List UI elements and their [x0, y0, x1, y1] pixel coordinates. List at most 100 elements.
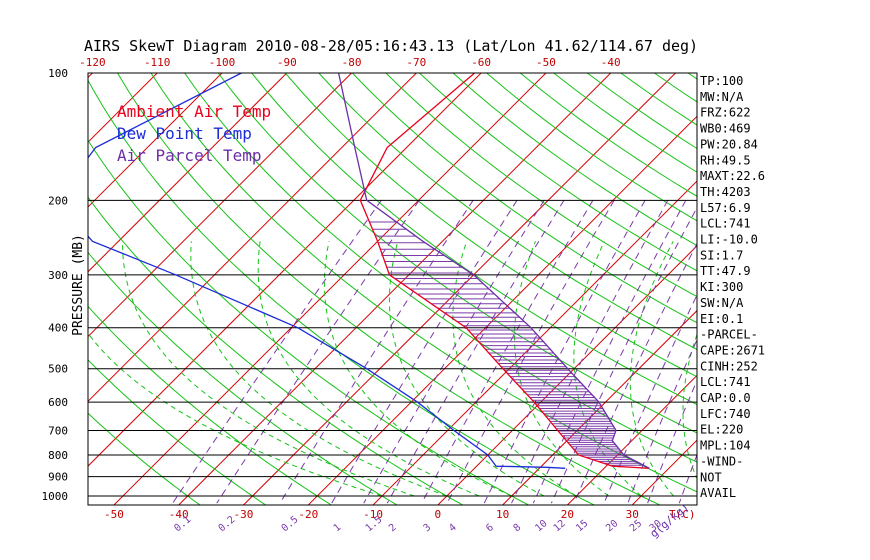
- top-temp-tick-label: -100: [209, 56, 236, 69]
- bottom-temp-tick-label: 20: [561, 508, 574, 521]
- mixing-ratio-label: 2: [387, 522, 399, 534]
- stat-line: EL:220: [700, 423, 743, 437]
- series-line: [337, 73, 650, 469]
- dry-adiabat-line: [654, 73, 697, 103]
- moist-adiabat-line: [682, 332, 697, 480]
- stat-line: CINH:252: [700, 359, 758, 373]
- dry-adiabat-line: [352, 73, 697, 324]
- dry-adiabat-line: [150, 73, 697, 493]
- legend-entry: Air Parcel Temp: [117, 146, 262, 165]
- isotherm-line: [88, 73, 482, 467]
- mixing-ratio-label: 1: [332, 522, 344, 534]
- mixing-ratio-line: [216, 200, 420, 504]
- moist-adiabat-line: [88, 332, 383, 497]
- stat-line: MW:N/A: [700, 90, 744, 104]
- mixing-ratio-line: [172, 200, 382, 504]
- dry-adiabat-line: [318, 73, 697, 351]
- moist-adiabat-line: [257, 241, 480, 497]
- moist-adiabat-line: [573, 241, 642, 497]
- chart-title: AIRS SkewT Diagram 2010-08-28/05:16:43.1…: [84, 37, 698, 55]
- pressure-tick-label: 1000: [42, 490, 69, 503]
- stat-line: -WIND-: [700, 454, 743, 468]
- dry-adiabat-line: [755, 73, 870, 505]
- pressure-tick-label: 900: [48, 471, 68, 484]
- mixing-ratio-line: [363, 200, 545, 504]
- dry-adiabat-line: [284, 73, 697, 378]
- stat-line: NOT: [700, 470, 722, 484]
- cape-hatch-area: [369, 221, 644, 466]
- stat-line: KI:300: [700, 280, 743, 294]
- bottom-temp-tick-label: -50: [104, 508, 124, 521]
- legend: Ambient Air Temp Dew Point Temp Air Parcel…: [117, 102, 271, 165]
- moist-adiabat-line: [452, 241, 577, 497]
- mixing-ratio-line: [511, 200, 669, 504]
- dry-adiabat-line: [385, 73, 697, 298]
- dry-adiabat-line: [88, 412, 201, 505]
- isotherm-line: [88, 73, 417, 403]
- stat-line: AVAIL: [700, 486, 736, 500]
- dry-adiabat-line: [88, 305, 332, 505]
- stat-line: EI:0.1: [700, 312, 743, 326]
- pressure-tick-label: 600: [48, 396, 68, 409]
- dry-adiabat-line: [88, 196, 463, 505]
- stat-line: CAP:0.0: [700, 391, 751, 405]
- dry-adiabat-line: [88, 251, 398, 505]
- top-temp-tick-label: -60: [471, 56, 491, 69]
- dry-adiabat-line: [88, 79, 595, 505]
- bottom-temp-tick-label: 10: [496, 508, 509, 521]
- mixing-ratio-label: 6: [484, 522, 496, 534]
- stat-line: WB0:469: [700, 122, 751, 136]
- y-axis-label: PRESSURE (MB): [71, 234, 86, 336]
- stat-line: LI:-10.0: [700, 233, 758, 247]
- stat-line: TH:4203: [700, 185, 751, 199]
- stat-line: SI:1.7: [700, 248, 743, 262]
- bottom-temp-tick-label: 0: [435, 508, 442, 521]
- dry-adiabat-line: [856, 73, 870, 505]
- series-layer: [88, 73, 650, 469]
- moist-adiabat-line: [513, 241, 610, 497]
- pressure-tick-label: 200: [48, 194, 68, 207]
- top-temp-tick-label: -80: [342, 56, 362, 69]
- moist-adiabat-line: [629, 241, 674, 497]
- moist-adiabat-line: [388, 241, 545, 497]
- temp-unit-label: T(C): [669, 508, 696, 521]
- pressure-tick-label: 400: [48, 322, 68, 335]
- stat-line: TP:100: [700, 74, 743, 88]
- isotherm-line: [88, 73, 352, 338]
- isotherm-line: [88, 73, 223, 208]
- stat-line: LCL:741: [700, 217, 751, 231]
- bottom-temp-tick-label: -10: [363, 508, 383, 521]
- mixing-ratio-label: 8: [512, 522, 524, 534]
- plot-frame: [87, 72, 698, 506]
- moist-adiabat-line: [122, 241, 415, 497]
- dry-adiabat-line: [789, 73, 870, 505]
- dry-adiabat-line: [217, 73, 697, 434]
- stat-line: -PARCEL-: [700, 328, 758, 342]
- bottom-temp-tick-label: 30: [626, 508, 639, 521]
- stat-line: LCL:741: [700, 375, 751, 389]
- dry-adiabat-line: [486, 73, 697, 222]
- bottom-temp-tick-label: -40: [169, 508, 189, 521]
- stat-line: RH:49.5: [700, 153, 751, 167]
- pressure-tick-label: 100: [48, 67, 68, 80]
- pressure-tick-label: 500: [48, 363, 68, 376]
- isotherm-line: [178, 73, 612, 505]
- mixing-ratio-label: 4: [447, 522, 459, 534]
- stat-line: SW:N/A: [700, 296, 744, 310]
- top-temp-tick-label: -110: [144, 56, 171, 69]
- dry-adiabat-line: [452, 73, 697, 247]
- mixing-ratio-label: 20: [604, 518, 620, 534]
- legend-entry: Ambient Air Temp: [117, 102, 271, 121]
- isotherm-line: [113, 73, 547, 505]
- top-temp-tick-label: -40: [601, 56, 621, 69]
- pressure-tick-label: 800: [48, 449, 68, 462]
- bottom-temp-tick-label: -20: [298, 508, 318, 521]
- stat-line: MPL:104: [700, 439, 751, 453]
- dry-adiabat-grid: [88, 73, 870, 505]
- moist-adiabat-line: [323, 241, 512, 497]
- dry-adiabat-line: [88, 139, 529, 505]
- dry-adiabat-line: [117, 73, 661, 505]
- mixing-ratio-label: 15: [574, 518, 590, 534]
- top-temp-tick-label: -90: [277, 56, 297, 69]
